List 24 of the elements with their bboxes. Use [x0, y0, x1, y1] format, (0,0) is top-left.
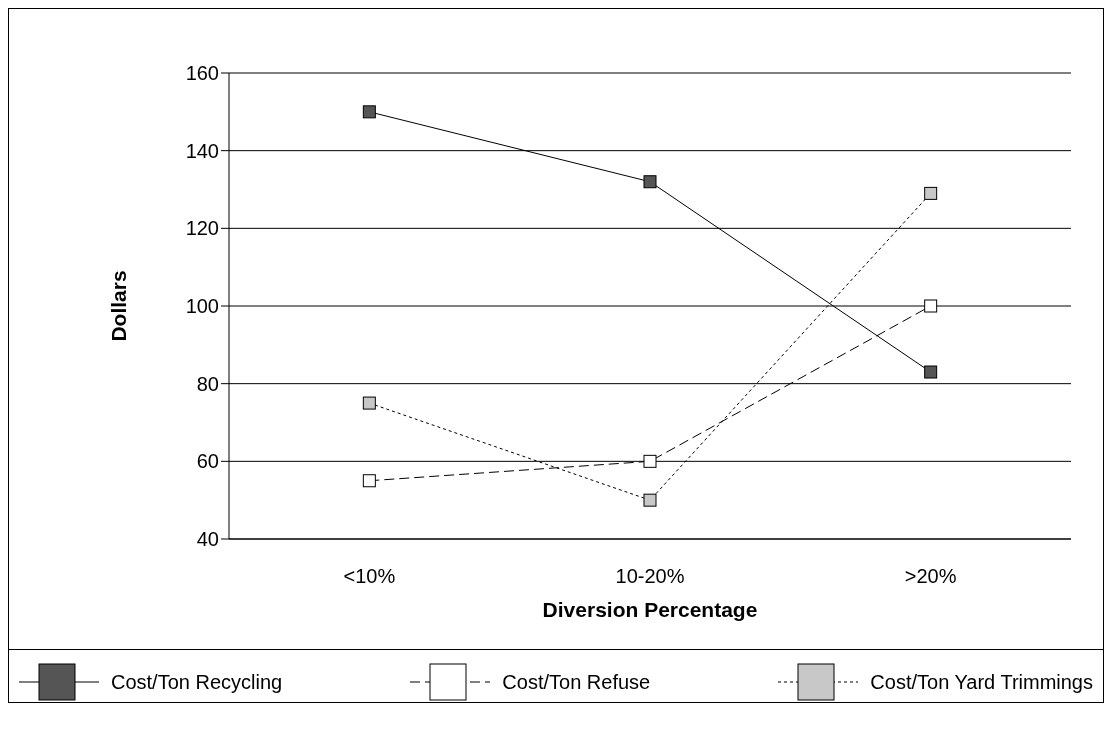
x-tick-label: 10-20%: [615, 565, 685, 588]
point: [643, 454, 657, 468]
point: [643, 493, 657, 507]
point: [362, 396, 376, 410]
point: [924, 186, 938, 200]
y-tick-label: 140: [185, 139, 219, 162]
point: [362, 474, 376, 488]
y-tick-label: 120: [185, 217, 219, 240]
y-tick-label: 60: [196, 450, 219, 473]
point: [362, 105, 376, 119]
point: [924, 299, 938, 313]
legend-label: Cost/Ton Yard Trimmings: [870, 670, 1093, 694]
y-tick-label: 160: [185, 62, 219, 85]
point: [643, 175, 657, 189]
y-tick-label: 40: [196, 528, 219, 551]
y-tick-label: 80: [196, 372, 219, 395]
x-tick-label: <10%: [343, 565, 396, 588]
legend-label: Cost/Ton Refuse: [502, 670, 651, 694]
x-tick-label: >20%: [904, 565, 957, 588]
y-axis-title: Dollars: [107, 270, 131, 342]
point: [924, 365, 938, 379]
legend-label: Cost/Ton Recycling: [111, 670, 283, 694]
y-tick-label: 100: [185, 295, 219, 318]
x-axis-title: Diversion Percentage: [542, 598, 758, 621]
